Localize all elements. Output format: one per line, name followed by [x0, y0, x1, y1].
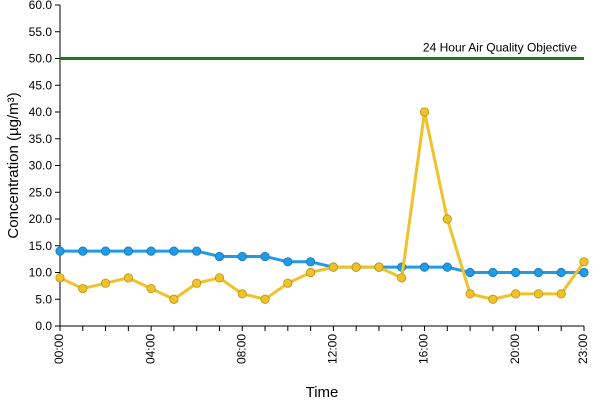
y-tick-label: 0.0 [35, 319, 52, 333]
y-tick-label: 55.0 [29, 25, 53, 39]
series-1-point [78, 246, 88, 256]
series-2-point [283, 278, 293, 288]
y-tick-label: 10.0 [29, 266, 53, 280]
x-tick-label: 12:00 [326, 334, 340, 364]
y-tick-label: 5.0 [35, 292, 52, 306]
y-tick-label: 20.0 [29, 212, 53, 226]
series-2-point [579, 257, 589, 267]
axes-layer [55, 4, 585, 331]
series-1-point [169, 246, 179, 256]
x-tick-label: 20:00 [508, 334, 522, 364]
series-2-point [260, 294, 270, 304]
series-2-point [488, 294, 498, 304]
x-tick-label: 00:00 [52, 334, 66, 364]
series-1-point [488, 267, 498, 278]
series-1-point [237, 251, 247, 262]
labels-layer: 0.0 5.0 10.0 15.0 20.0 25.0 30.0 35.0 40.0 45.0 50… [5, 0, 590, 400]
series-1-point [419, 262, 430, 272]
y-tick-label: 50.0 [29, 52, 53, 66]
series-1-point [192, 246, 202, 256]
series-2-point [100, 278, 111, 288]
series-2-point [419, 107, 430, 117]
x-tick-label: 23:00 [576, 334, 590, 364]
y-tick-label: 30.0 [29, 159, 53, 173]
y-tick-label: 35.0 [29, 132, 53, 146]
series-1-point [556, 267, 566, 278]
x-tick-label: 16:00 [417, 334, 431, 364]
series-1-point [579, 267, 589, 278]
x-tick-label: 04:00 [143, 334, 157, 364]
series-2-point [192, 278, 202, 288]
series-2-point [465, 289, 475, 299]
series-2-point [374, 262, 384, 272]
y-tick-label: 45.0 [29, 78, 53, 92]
series-layer [55, 107, 589, 304]
y-axis-title: Concentration (µg/m³) [5, 92, 22, 238]
y-tick-label: 60.0 [29, 0, 53, 12]
series-2-point [123, 273, 133, 283]
series-2-point [442, 214, 452, 224]
series-1-point [146, 246, 156, 256]
series-1-point [465, 267, 475, 278]
series-2-point [237, 289, 247, 299]
series-1-point [55, 246, 65, 256]
series-2-point [351, 262, 361, 272]
series-1-point [260, 251, 270, 262]
series-2-point [556, 289, 566, 299]
series-1-point [533, 267, 544, 278]
series-1-point [511, 267, 521, 278]
series-2-point [55, 273, 65, 283]
series-2-point [306, 267, 316, 278]
series-2-point [397, 273, 407, 283]
series-2-point [146, 283, 156, 294]
y-tick-label: 40.0 [29, 105, 53, 119]
series-2-point [169, 294, 179, 304]
series-1-point [214, 251, 225, 262]
series-2-point [78, 283, 88, 294]
series-2-point [511, 289, 521, 299]
y-tick-label: 15.0 [29, 239, 53, 253]
series-2-point [533, 289, 544, 299]
x-tick-label: 08:00 [234, 334, 248, 364]
series-1-point [306, 257, 316, 267]
series-1-point [442, 262, 452, 272]
series-1-point [123, 246, 133, 256]
x-axis-title: Time [306, 384, 339, 400]
series-2-point [214, 273, 225, 283]
series-2-point [328, 262, 338, 272]
series-1-point [100, 246, 111, 256]
air-quality-objective-label: 24 Hour Air Quality Objective [423, 41, 577, 55]
series-1-point [283, 257, 293, 267]
y-tick-label: 25.0 [29, 185, 53, 199]
